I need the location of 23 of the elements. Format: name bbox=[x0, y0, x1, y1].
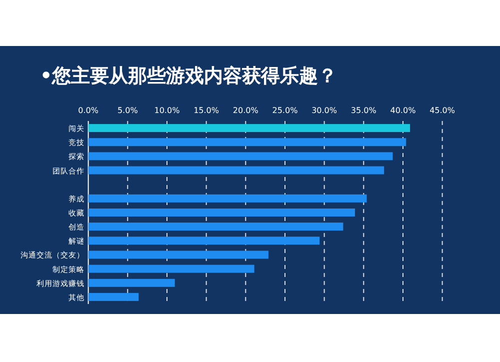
bar bbox=[88, 236, 320, 245]
x-tick-label: 0.0% bbox=[78, 106, 99, 115]
bar bbox=[88, 166, 384, 174]
x-tick-label: 30.0% bbox=[312, 106, 338, 115]
bar bbox=[88, 124, 410, 132]
x-tick-label: 5.0% bbox=[117, 106, 138, 115]
x-tick-label: 35.0% bbox=[350, 106, 377, 115]
x-tick-label: 45.0% bbox=[430, 106, 456, 115]
bar bbox=[88, 208, 355, 216]
x-tick-label: 40.0% bbox=[390, 106, 416, 115]
bar bbox=[88, 194, 367, 202]
x-tick-label: 20.0% bbox=[232, 106, 259, 115]
bar bbox=[88, 278, 175, 287]
chart-title: •您主要从那些游戏内容获得乐趣？ bbox=[40, 65, 338, 87]
bar bbox=[88, 264, 254, 273]
x-tick-label: 15.0% bbox=[194, 106, 220, 115]
bar bbox=[88, 152, 393, 160]
x-tick-label: 25.0% bbox=[272, 106, 298, 115]
bar bbox=[88, 250, 268, 259]
x-tick-label: 10.0% bbox=[154, 106, 180, 115]
bar bbox=[88, 222, 344, 231]
bar bbox=[88, 138, 406, 146]
bar bbox=[88, 292, 139, 301]
